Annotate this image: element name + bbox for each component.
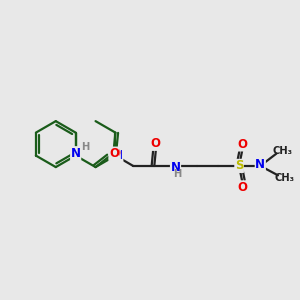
Text: N: N [113, 149, 123, 162]
Text: O: O [110, 147, 120, 160]
Text: H: H [173, 169, 181, 179]
Text: S: S [235, 159, 243, 172]
Text: O: O [151, 137, 161, 150]
Text: N: N [170, 161, 181, 174]
Text: O: O [238, 181, 248, 194]
Text: O: O [238, 138, 248, 151]
Text: CH₃: CH₃ [274, 173, 295, 183]
Text: O: O [109, 147, 119, 160]
Text: H: H [81, 142, 89, 152]
Text: CH₃: CH₃ [273, 146, 293, 156]
Text: N: N [255, 158, 265, 171]
Text: N: N [71, 147, 81, 160]
